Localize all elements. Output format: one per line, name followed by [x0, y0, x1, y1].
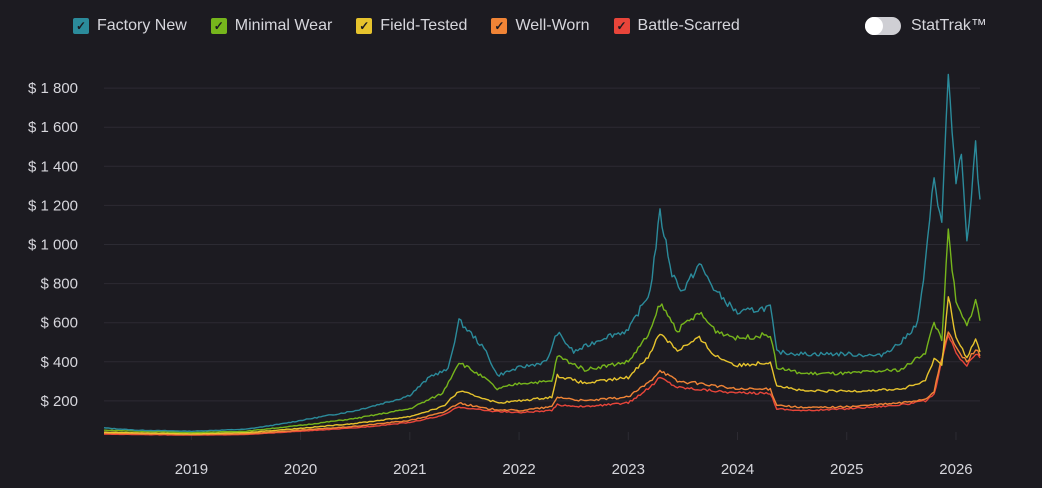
y-tick-label: $ 400 [40, 354, 78, 371]
stattrak-toggle[interactable]: StatTrak™ [865, 17, 987, 35]
x-tick-label: 2024 [721, 461, 754, 478]
checkbox-checked-icon: ✓ [613, 18, 630, 34]
x-tick-label: 2020 [284, 461, 317, 478]
y-tick-label: $ 1 000 [28, 237, 78, 254]
toggle-switch[interactable] [865, 17, 901, 35]
legend-well-worn[interactable]: ✓ Well-Worn [491, 17, 590, 35]
legend-label: Factory New [97, 17, 187, 34]
y-tick-label: $ 800 [40, 276, 78, 293]
x-tick-label: 2019 [175, 461, 208, 478]
series-line-well-worn [103, 331, 981, 436]
stattrak-label: StatTrak™ [911, 17, 987, 34]
checkbox-checked-icon: ✓ [210, 18, 227, 34]
x-tick-label: 2023 [612, 461, 645, 478]
legend-label: Battle-Scarred [637, 17, 740, 34]
legend-label: Field-Tested [380, 17, 468, 34]
x-tick-label: 2025 [830, 461, 863, 478]
x-tick-label: 2021 [393, 461, 426, 478]
checkbox-checked-icon: ✓ [73, 18, 89, 34]
checkbox-checked-icon: ✓ [356, 18, 373, 34]
legend-label: Minimal Wear [234, 17, 333, 34]
y-tick-label: $ 1 200 [28, 197, 78, 214]
y-tick-label: $ 1 400 [28, 158, 78, 175]
series-line-field-tested [103, 296, 981, 435]
x-tick-label: 2026 [939, 461, 972, 478]
toggle-knob [865, 17, 883, 35]
x-tick-label: 2022 [502, 461, 535, 478]
legend-minimal-wear[interactable]: ✓ Minimal Wear [210, 17, 333, 35]
y-tick-label: $ 600 [40, 315, 78, 332]
legend-field-tested[interactable]: ✓ Field-Tested [356, 17, 467, 35]
series-line-minimal-wear [104, 228, 981, 434]
checkbox-checked-icon: ✓ [491, 18, 508, 34]
legend-factory-new[interactable]: ✓ Factory New [73, 17, 187, 35]
legend-battle-scarred[interactable]: ✓ Battle-Scarred [613, 17, 740, 35]
y-tick-label: $ 200 [40, 393, 78, 410]
series-line-battle-scarred [103, 334, 981, 436]
series-line-factory-new [103, 73, 981, 433]
y-tick-label: $ 1 800 [28, 80, 78, 97]
chart-legend: ✓ Factory New ✓ Minimal Wear ✓ Field-Tested… [73, 17, 764, 35]
legend-label: Well-Worn [515, 17, 590, 34]
y-tick-label: $ 1 600 [28, 119, 78, 136]
